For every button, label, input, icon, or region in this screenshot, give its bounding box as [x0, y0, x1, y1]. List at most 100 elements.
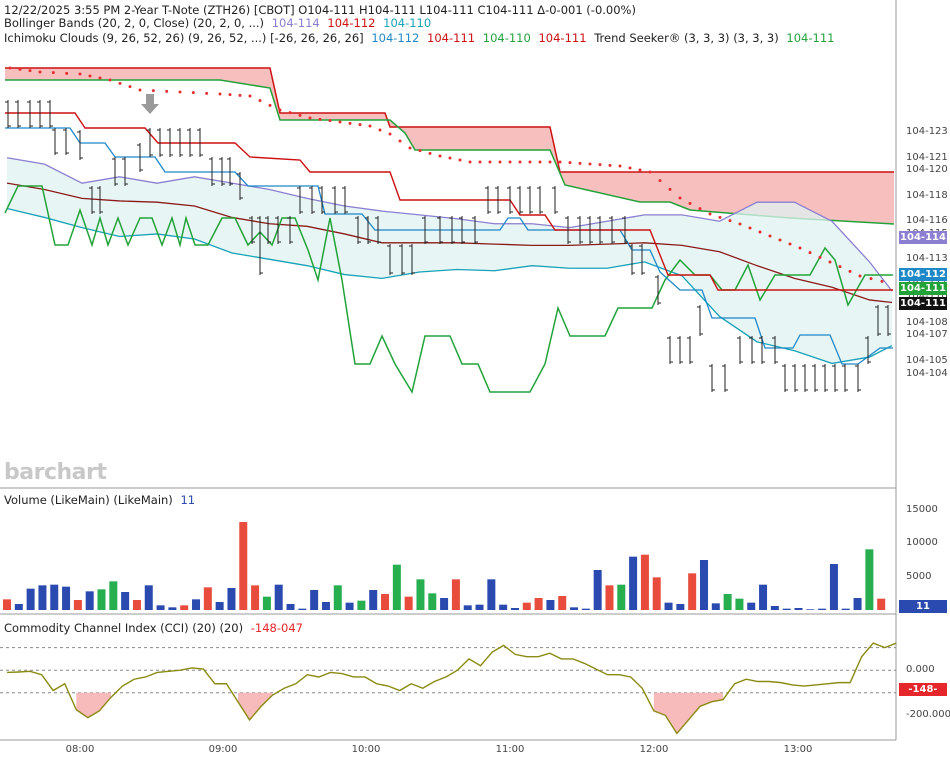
trend-seeker-dot [548, 160, 552, 164]
volume-bar [510, 608, 519, 610]
volume-bar [794, 608, 803, 610]
volume-bar [475, 604, 484, 610]
cci-badge: -148-047 [899, 683, 947, 708]
cci-legend: Commodity Channel Index (CCI) (20) (20) … [4, 621, 307, 635]
trend-seeker-dot [228, 93, 232, 97]
volume-bar [109, 581, 118, 610]
trend-seeker-label: Trend Seeker® (3, 3, 3) (3, 3, 3) [594, 31, 779, 45]
header-line1: 12/22/2025 3:55 PM 2-Year T-Note (ZTH26)… [4, 3, 636, 17]
volume-label: Volume (LikeMain) (LikeMain) [4, 493, 173, 507]
trend-seeker-dot [88, 74, 92, 78]
volume-bar [26, 588, 35, 610]
time-tick-label: 11:00 [495, 744, 525, 755]
trend-seeker-dot [118, 81, 122, 85]
trend-seeker-dot [558, 160, 562, 164]
trend-seeker-dot [218, 92, 222, 96]
volume-badge: 11 [899, 600, 947, 613]
ichi-value-4: 104-111 [538, 31, 587, 45]
price-tick-label: 104-113 [906, 253, 948, 265]
volume-bar [50, 584, 59, 610]
time-tick-label: 13:00 [783, 744, 813, 755]
trend-seeker-dot [618, 164, 622, 168]
trend-seeker-dot [108, 78, 112, 82]
volume-bar [156, 605, 165, 610]
volume-legend: Volume (LikeMain) (LikeMain) 11 [4, 493, 199, 507]
cci-tick-label: 0.000 [906, 664, 935, 676]
ichi-label: Ichimoku Clouds (9, 26, 52, 26) (9, 26, … [4, 31, 364, 45]
trend-seeker-dot [869, 277, 873, 281]
price-header: 12/22/2025 3:55 PM 2-Year T-Note (ZTH26)… [4, 3, 640, 17]
volume-bar [298, 608, 307, 610]
volume-bar [192, 599, 201, 610]
volume-bar [416, 579, 425, 610]
trend-seeker-dot [838, 265, 842, 269]
volume-bar [251, 585, 260, 610]
trend-seeker-dot [738, 222, 742, 226]
volume-bar [640, 554, 649, 610]
volume-bar [593, 570, 602, 610]
trend-seeker-dot [468, 160, 472, 164]
price-bars [5, 100, 891, 392]
trend-seeker-dot [398, 139, 402, 143]
bollinger-fill [7, 157, 892, 364]
trend-seeker-dot [728, 219, 732, 223]
trend-seeker-dot [448, 156, 452, 160]
volume-bar [428, 593, 437, 610]
bb-label: Bollinger Bands (20, 2, 0, Close) (20, 2… [4, 16, 265, 30]
volume-bar [404, 596, 413, 610]
volume-bar [262, 596, 271, 610]
trend-seeker-dot [418, 149, 422, 153]
price-tick-label: 104-116 [906, 215, 948, 227]
volume-bar [333, 585, 342, 610]
down-arrow-icon [141, 94, 159, 114]
volume-bar [841, 608, 850, 610]
time-tick-label: 12:00 [639, 744, 669, 755]
trend-seeker-dot [28, 69, 32, 73]
volume-bar [747, 602, 756, 610]
trend-seeker-dot [708, 212, 712, 216]
bollinger-legend: Bollinger Bands (20, 2, 0, Close) (20, 2… [4, 16, 435, 30]
trend-seeker-dot [368, 124, 372, 128]
volume-bar [806, 609, 815, 610]
volume-bar [168, 607, 177, 610]
trend-seeker-dot [808, 251, 812, 255]
trend-seeker-value: 104-111 [786, 31, 835, 45]
trend-seeker-dot [205, 91, 209, 95]
volume-bar [73, 600, 82, 610]
trend-seeker-dot [678, 196, 682, 200]
volume-bar [227, 588, 236, 610]
volume-bar [853, 598, 862, 610]
trend-seeker-dot [668, 187, 672, 191]
trend-seeker-dot [698, 207, 702, 211]
bb-value-3: 104-110 [383, 16, 432, 30]
trend-seeker-dot [818, 255, 822, 259]
volume-bar [14, 604, 23, 610]
volume-bar [357, 600, 366, 610]
trend-seeker-dot [358, 123, 362, 127]
volume-bar [215, 602, 224, 610]
trend-seeker-dot [478, 160, 482, 164]
volume-bar [782, 608, 791, 610]
volume-bar [664, 602, 673, 610]
volume-bar [770, 606, 779, 610]
trend-seeker-dot [278, 108, 282, 112]
volume-bar [121, 592, 130, 610]
trend-seeker-dot [638, 168, 642, 172]
trend-seeker-dot [828, 260, 832, 264]
price-tick-label: 104-105 [906, 354, 948, 366]
volume-bar [132, 600, 141, 610]
tenkan-line [5, 127, 893, 365]
trend-seeker-dot [138, 88, 142, 92]
ichi-value-2: 104-111 [427, 31, 476, 45]
ichimoku-cloud [5, 67, 895, 225]
cloud-bearish-area [5, 68, 894, 224]
price-tick-label: 104-120 [906, 164, 948, 176]
price-tick-label: 104-118 [906, 189, 948, 201]
trend-seeker-dot [518, 160, 522, 164]
volume-bar [451, 579, 460, 610]
down-arrow-icon [141, 94, 159, 114]
volume-bar [581, 608, 590, 610]
trend-seeker-dot [408, 146, 412, 150]
cloud-span-b [5, 79, 895, 225]
trend-seeker-dot [268, 103, 272, 107]
